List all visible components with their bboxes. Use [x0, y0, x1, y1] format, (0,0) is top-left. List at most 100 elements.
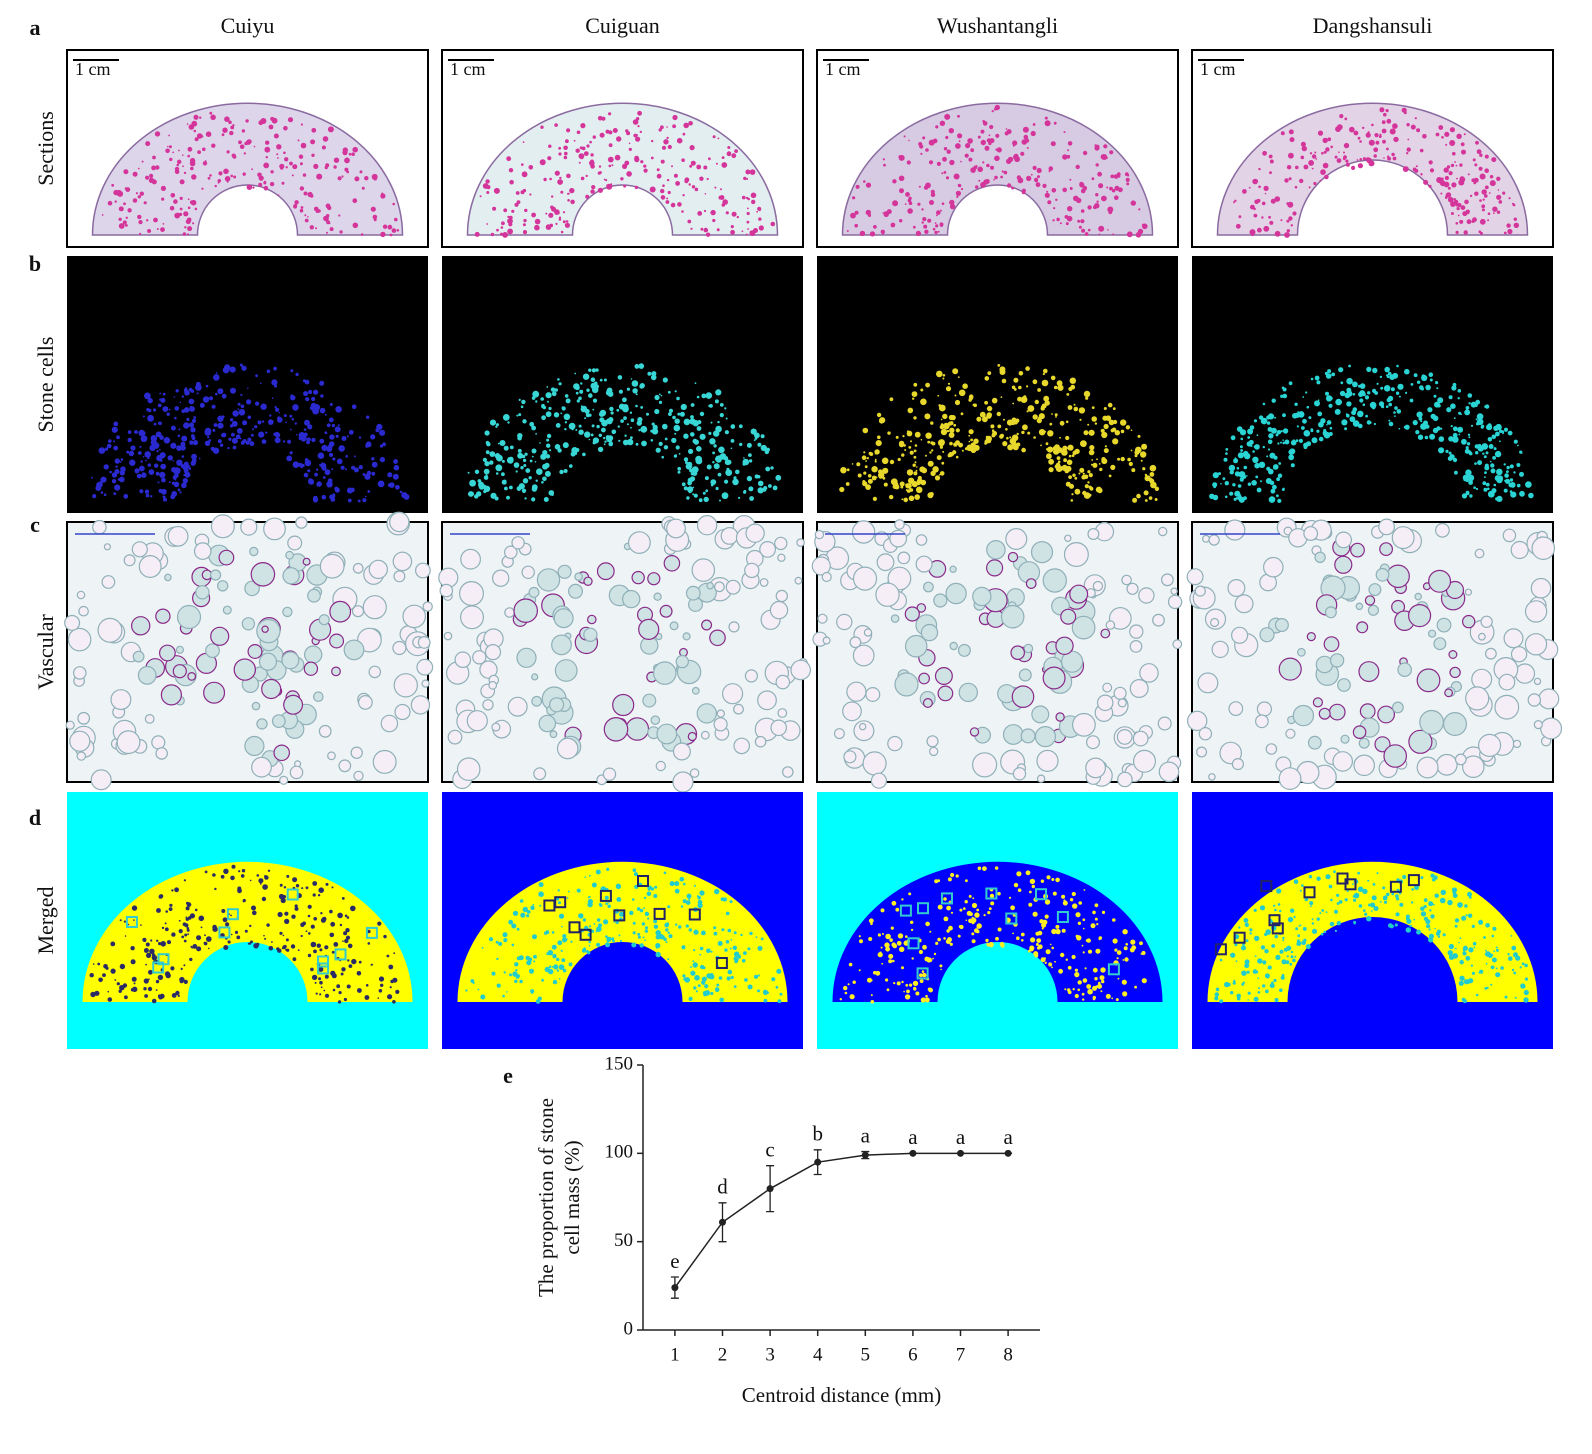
cell-dot — [490, 232, 495, 237]
cell-dot — [920, 388, 924, 392]
cell-dot — [669, 408, 673, 413]
cell-dot — [1032, 165, 1037, 170]
cell-dot — [874, 458, 877, 461]
cell-dot — [1237, 452, 1244, 459]
cell-dot — [650, 887, 655, 891]
cell-dot — [342, 940, 344, 942]
cell-dot — [1125, 943, 1128, 946]
cell-dot — [666, 178, 670, 182]
cell-dot — [521, 454, 526, 459]
cell-dot — [1029, 878, 1036, 885]
cell-dot — [1023, 395, 1027, 399]
tissue-cell — [76, 751, 87, 761]
cell-dot — [1215, 987, 1220, 992]
cell-dot — [699, 433, 706, 440]
cell-dot — [305, 930, 308, 933]
cell-dot — [920, 438, 923, 441]
cell-dot — [1111, 997, 1114, 1000]
cell-dot — [939, 120, 946, 127]
cell-dot — [1279, 949, 1284, 954]
cell-dot — [1071, 454, 1075, 457]
cell-dot — [1490, 463, 1495, 468]
cell-dot — [284, 918, 290, 924]
cell-dot — [479, 195, 482, 198]
cell-dot — [955, 143, 961, 149]
cell-dot — [332, 457, 336, 461]
tissue-cell — [1161, 573, 1174, 587]
cell-dot — [1454, 161, 1456, 163]
cell-dot — [955, 190, 961, 196]
tissue-cell — [1391, 701, 1404, 714]
cell-dot — [307, 914, 311, 918]
cell-dot — [339, 923, 343, 927]
cell-dot — [749, 230, 752, 234]
cell-dot — [605, 942, 610, 948]
cell-dot — [232, 124, 235, 127]
cell-dot — [591, 384, 597, 389]
cell-dot — [1096, 458, 1098, 461]
scale-label: 1 cm — [450, 59, 486, 79]
cell-dot — [688, 490, 692, 494]
cell-dot — [934, 475, 941, 481]
cell-dot — [1095, 144, 1100, 149]
roi-box — [1407, 874, 1420, 887]
cell-dot — [629, 411, 633, 414]
cell-dot — [190, 166, 194, 171]
cell-dot — [1229, 491, 1234, 496]
cell-dot — [352, 959, 357, 964]
cell-dot — [999, 369, 1006, 375]
cell-dot — [1288, 129, 1294, 135]
cell-dot — [863, 471, 867, 475]
cell-dot — [250, 433, 254, 437]
cell-dot — [608, 417, 614, 423]
cell-dot — [263, 162, 270, 169]
cell-dot — [223, 945, 229, 950]
cell-dot — [730, 225, 734, 229]
cell-dot — [1088, 449, 1095, 456]
cell-dot — [1108, 474, 1112, 478]
cell-dot — [284, 911, 289, 916]
tissue-cell — [303, 645, 323, 664]
cell-dot — [1339, 114, 1344, 119]
cell-dot — [746, 178, 749, 180]
cell-dot — [974, 928, 979, 933]
cell-dot — [319, 380, 325, 386]
cell-dot — [1114, 195, 1119, 200]
cell-dot — [548, 965, 552, 968]
tissue-cell — [583, 627, 598, 643]
cell-dot — [1092, 462, 1098, 468]
cell-dot — [379, 429, 386, 436]
cell-dot — [640, 406, 644, 409]
cell-dot — [1387, 371, 1392, 376]
cell-dot — [918, 949, 923, 955]
cell-dot — [329, 932, 335, 938]
cell-dot — [522, 419, 527, 424]
cell-dot — [483, 485, 491, 492]
tissue-cell — [1012, 767, 1027, 781]
cell-dot — [1443, 167, 1449, 173]
cell-dot — [949, 942, 953, 946]
cell-dot — [942, 413, 948, 420]
cell-dot — [1309, 901, 1314, 906]
tissue-cell — [1186, 568, 1204, 586]
cell-dot — [1097, 171, 1102, 177]
tissue-cell — [1042, 666, 1066, 690]
cell-dot — [1092, 967, 1098, 973]
cell-dot — [643, 907, 645, 910]
cell-dot — [1136, 493, 1141, 499]
cell-dot — [321, 465, 327, 471]
roi-box — [613, 909, 626, 922]
tissue-cell — [957, 643, 971, 657]
cell-dot — [1425, 384, 1431, 391]
cell-dot — [927, 218, 932, 223]
cell-dot — [145, 459, 147, 462]
cell-dot — [1066, 393, 1070, 396]
cell-dot — [898, 440, 905, 447]
cell-dot — [519, 979, 523, 984]
cell-dot — [155, 165, 160, 170]
cell-dot — [1297, 934, 1301, 938]
tissue-cell — [1034, 726, 1056, 748]
roi-box — [917, 902, 929, 915]
cell-dot — [1244, 959, 1250, 965]
cell-dot — [1082, 150, 1088, 156]
